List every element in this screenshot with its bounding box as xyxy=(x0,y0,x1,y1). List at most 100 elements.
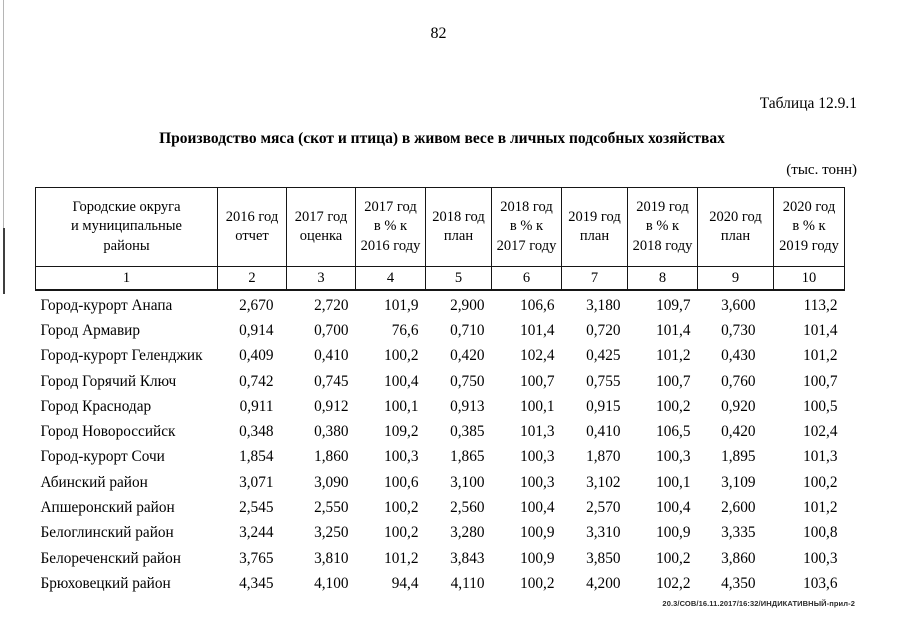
table-cell: 0,914 xyxy=(239,321,274,339)
column-number: 5 xyxy=(425,266,492,291)
table-cell: 0,730 xyxy=(721,321,756,339)
table-cell: 4,350 xyxy=(721,574,756,592)
table-cell: 3,810 xyxy=(314,549,349,567)
column-header: 2017 год в % к 2016 году xyxy=(355,187,426,267)
table-cell: 100,4 xyxy=(384,372,419,390)
table-caption-label: Таблица 12.9.1 xyxy=(759,95,857,112)
table-row: Белореченский район 3,765 3,810 101,2 3,843 1… xyxy=(36,546,845,571)
table-cell: 3,250 xyxy=(314,524,349,542)
column-number: 10 xyxy=(773,266,845,291)
table-cell: 100,9 xyxy=(520,524,555,542)
column-number: 9 xyxy=(697,266,774,291)
table-cell: 100,2 xyxy=(656,549,691,567)
table-cell: 0,720 xyxy=(586,321,621,339)
table-cell: 3,335 xyxy=(721,524,756,542)
table-cell: 100,3 xyxy=(656,448,691,466)
column-header: 2018 год план xyxy=(425,187,492,267)
row-name: Город Армавир xyxy=(40,321,141,339)
table-cell: 101,4 xyxy=(656,321,691,339)
table-cell: 4,100 xyxy=(314,574,349,592)
table-cell: 2,600 xyxy=(721,499,756,517)
table-cell: 3,600 xyxy=(721,296,756,314)
row-name: Город-курорт Сочи xyxy=(40,448,165,466)
table-cell: 100,4 xyxy=(656,499,691,517)
table-cell: 100,7 xyxy=(520,372,555,390)
table-cell: 0,912 xyxy=(314,397,349,415)
table-cell: 1,895 xyxy=(721,448,756,466)
table-cell: 2,900 xyxy=(450,296,485,314)
table-cell: 3,850 xyxy=(586,549,621,567)
column-header: 2020 год в % к 2019 году xyxy=(773,187,845,267)
table-cell: 0,710 xyxy=(450,321,485,339)
column-number-row: 1 2 3 4 5 6 7 8 9 10 xyxy=(35,266,845,291)
column-header: 2016 год отчет xyxy=(217,187,287,267)
table-row: Город Новороссийск 0,348 0,380 109,2 0,385 10… xyxy=(36,419,845,444)
table-cell: 100,1 xyxy=(384,397,419,415)
table-cell: 100,9 xyxy=(520,549,555,567)
table-cell: 2,670 xyxy=(239,296,274,314)
column-number: 7 xyxy=(561,266,628,291)
table-cell: 100,1 xyxy=(656,473,691,491)
table-cell: 100,1 xyxy=(520,397,555,415)
table-cell: 94,4 xyxy=(391,574,419,592)
column-number: 8 xyxy=(627,266,698,291)
table-cell: 0,760 xyxy=(721,372,756,390)
table-row: Город Краснодар 0,911 0,912 100,1 0,913 100,1… xyxy=(36,394,845,419)
row-name: Брюховецкий район xyxy=(40,574,171,592)
table-row: Город Горячий Ключ 0,742 0,745 100,4 0,750 10… xyxy=(36,369,845,394)
row-name: Город Краснодар xyxy=(40,397,152,415)
table-cell: 100,9 xyxy=(656,524,691,542)
row-name: Белоглинский район xyxy=(40,524,174,542)
table-cell: 3,071 xyxy=(239,473,274,491)
table-cell: 0,409 xyxy=(239,347,274,365)
table-cell: 0,911 xyxy=(239,397,274,415)
table-row: Город Армавир 0,914 0,700 76,6 0,710 101,4 0,7… xyxy=(36,318,845,343)
row-name: Город Горячий Ключ xyxy=(40,372,177,390)
table-cell: 100,2 xyxy=(384,347,419,365)
column-header: 2019 год план xyxy=(561,187,628,267)
table-cell: 3,843 xyxy=(450,549,485,567)
table-cell: 0,742 xyxy=(239,372,274,390)
table-cell: 0,750 xyxy=(450,372,485,390)
table-body: Город-курорт Анапа 2,670 2,720 101,9 2,900 10… xyxy=(36,290,845,597)
table-row: Абинский район 3,071 3,090 100,6 3,100 100,3 3… xyxy=(36,470,845,495)
table-cell: 100,6 xyxy=(384,473,419,491)
document-title: Производство мяса (скот и птица) в живом… xyxy=(159,130,725,147)
table-cell: 0,380 xyxy=(314,423,349,441)
column-number: 3 xyxy=(286,266,356,291)
table-cell: 2,720 xyxy=(314,296,349,314)
table-cell: 2,550 xyxy=(314,499,349,517)
table-cell: 0,348 xyxy=(239,423,274,441)
table-cell: 100,2 xyxy=(803,473,838,491)
table-cell: 102,4 xyxy=(520,347,555,365)
table-cell: 3,765 xyxy=(239,549,274,567)
table-cell: 100,2 xyxy=(520,574,555,592)
table-container: Городские округа и муниципальные районы 2… xyxy=(35,187,845,597)
table-cell: 100,3 xyxy=(803,549,838,567)
table-cell: 101,3 xyxy=(520,423,555,441)
table-cell: 4,345 xyxy=(239,574,274,592)
table-cell: 101,2 xyxy=(656,347,691,365)
table-cell: 100,7 xyxy=(656,372,691,390)
table-cell: 113,2 xyxy=(803,296,838,314)
table-cell: 1,860 xyxy=(314,448,349,466)
column-header: 2017 год оценка xyxy=(286,187,356,267)
table-row: Брюховецкий район 4,345 4,100 94,4 4,110 100,… xyxy=(36,571,845,596)
table-cell: 100,4 xyxy=(520,499,555,517)
header-row: Городские округа и муниципальные районы 2… xyxy=(35,187,845,267)
table-cell: 103,6 xyxy=(803,574,838,592)
row-name: Город-курорт Анапа xyxy=(40,296,173,314)
table-cell: 4,200 xyxy=(586,574,621,592)
table-cell: 1,865 xyxy=(450,448,485,466)
table-cell: 102,2 xyxy=(656,574,691,592)
table-cell: 0,385 xyxy=(450,423,485,441)
column-header: Городские округа и муниципальные районы xyxy=(35,187,218,267)
table-cell: 3,180 xyxy=(586,296,621,314)
column-header: 2018 год в % к 2017 году xyxy=(491,187,562,267)
table-cell: 100,3 xyxy=(520,473,555,491)
table-cell: 100,3 xyxy=(384,448,419,466)
table-cell: 3,102 xyxy=(586,473,621,491)
table-cell: 102,4 xyxy=(803,423,838,441)
table-cell: 0,700 xyxy=(314,321,349,339)
